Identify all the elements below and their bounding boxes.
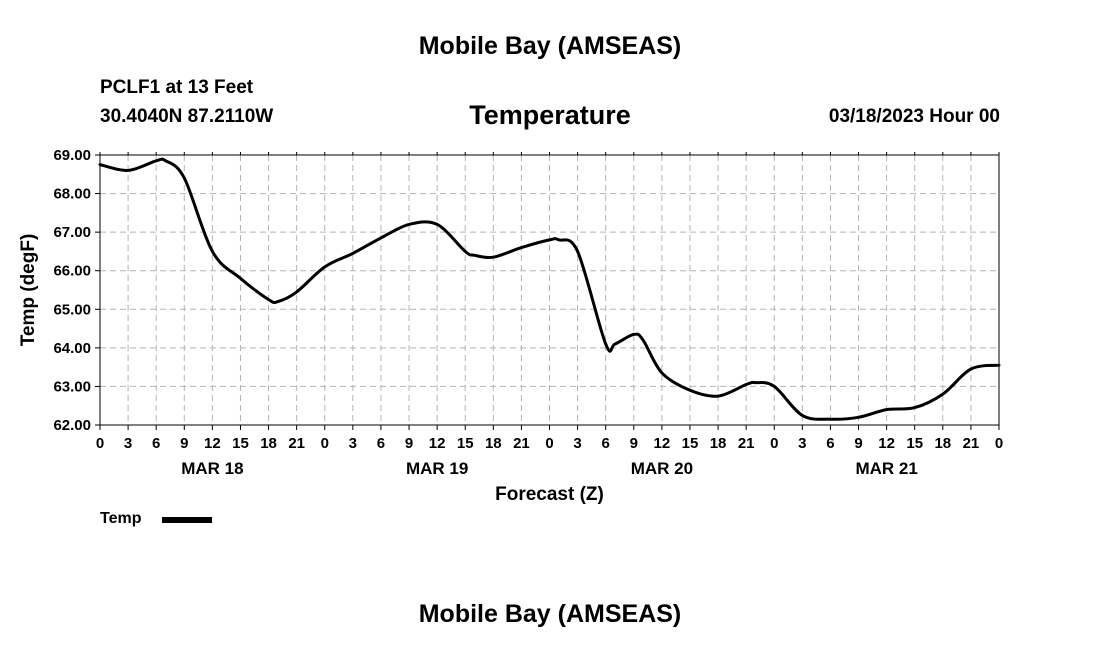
- x-tick-label: 15: [232, 435, 249, 452]
- x-tick-label: 6: [602, 435, 610, 452]
- x-tick-label: 21: [513, 435, 530, 452]
- y-tick-label: 67.00: [53, 224, 91, 241]
- x-tick-label: 15: [457, 435, 474, 452]
- footer-title: Mobile Bay (AMSEAS): [418, 600, 682, 628]
- y-tick-label: 66.00: [53, 263, 91, 280]
- x-tick-label: 21: [738, 435, 755, 452]
- x-tick-label: 18: [710, 435, 727, 452]
- x-tick-label: 18: [260, 435, 277, 452]
- forecast-datetime: 03/18/2023 Hour 00: [828, 106, 1000, 127]
- y-tick-label: 68.00: [53, 186, 91, 203]
- x-tick-label: 9: [180, 435, 188, 452]
- y-axis-tick-labels: 62.00 63.00 64.00 65.00 66.00 67.00 68.00 69.00: [53, 147, 91, 434]
- y-tick-label: 69.00: [53, 147, 91, 164]
- x-tick-label: 12: [204, 435, 221, 452]
- x-tick-label: 6: [377, 435, 385, 452]
- x-tick-label: 21: [288, 435, 305, 452]
- station-label: PCLF1 at 13 Feet: [100, 77, 254, 98]
- chart-title: Mobile Bay (AMSEAS): [418, 32, 682, 60]
- x-tick-label: 0: [995, 435, 1003, 452]
- x-tick-label: 9: [854, 435, 862, 452]
- grid: [100, 154, 999, 425]
- date-labels: MAR 18 MAR 19 MAR 20 MAR 21: [181, 459, 918, 478]
- x-tick-label: 15: [682, 435, 699, 452]
- x-tick-label: 12: [654, 435, 671, 452]
- x-tick-label: 6: [152, 435, 160, 452]
- x-tick-label: 0: [545, 435, 553, 452]
- coordinates-label: 30.4040N 87.2110W: [100, 106, 274, 127]
- series-group: [98, 157, 1001, 421]
- y-tick-label: 62.00: [53, 417, 91, 434]
- y-tick-label: 64.00: [53, 340, 91, 357]
- x-tick-label: 0: [96, 435, 104, 452]
- legend-line-swatch: [162, 517, 212, 523]
- date-label: MAR 19: [406, 459, 468, 478]
- legend-label: Temp: [100, 510, 142, 527]
- x-tick-label: 3: [349, 435, 357, 452]
- x-tick-label: 0: [321, 435, 329, 452]
- y-tick-label: 65.00: [53, 301, 91, 318]
- x-tick-label: 21: [963, 435, 980, 452]
- parameter-title: Temperature: [469, 100, 631, 130]
- x-tick-label: 18: [934, 435, 951, 452]
- x-axis-label: Forecast (Z): [495, 484, 604, 505]
- x-tick-label: 3: [573, 435, 581, 452]
- date-label: MAR 18: [181, 459, 243, 478]
- date-label: MAR 20: [631, 459, 693, 478]
- axis-ticks: [95, 152, 1000, 430]
- date-label: MAR 21: [855, 459, 917, 478]
- x-tick-label: 3: [798, 435, 806, 452]
- y-axis-label: Temp (degF): [18, 234, 39, 347]
- x-tick-label: 12: [878, 435, 895, 452]
- x-tick-label: 6: [826, 435, 834, 452]
- x-tick-label: 12: [429, 435, 446, 452]
- x-tick-label: 15: [906, 435, 923, 452]
- x-axis-tick-labels: 0 3 6 9 12 15 18 21 0 3 6 9 12 15 18 21 0 3 6 9 12 15 18 21 0 3 6 9…: [96, 435, 1003, 452]
- x-tick-label: 9: [405, 435, 413, 452]
- x-tick-label: 9: [630, 435, 638, 452]
- y-tick-label: 63.00: [53, 378, 91, 395]
- series-line-temp: [98, 157, 1001, 421]
- x-tick-label: 0: [770, 435, 778, 452]
- x-tick-label: 18: [485, 435, 502, 452]
- x-tick-label: 3: [124, 435, 132, 452]
